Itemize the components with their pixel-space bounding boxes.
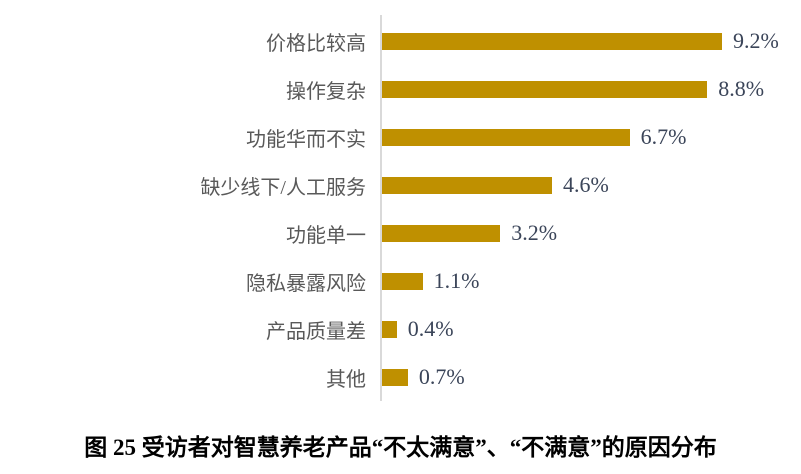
figure-caption: 图 25 受访者对智慧养老产品“不太满意”、“不满意”的原因分布 — [84, 435, 717, 460]
value-label: 8.8% — [718, 76, 765, 101]
bar-row: 价格比较高 9.2% — [0, 17, 801, 65]
bar — [382, 224, 501, 242]
value-label: 0.7% — [418, 364, 465, 389]
bar-row: 缺少线下/人工服务 4.6% — [0, 161, 801, 209]
bar-row: 功能单一 3.2% — [0, 209, 801, 257]
bar — [382, 176, 552, 194]
category-label: 功能单一 — [286, 224, 366, 247]
category-label: 功能华而不实 — [246, 128, 366, 151]
bar — [382, 80, 708, 98]
bar-zone: 0.4% — [382, 305, 801, 353]
value-label: 4.6% — [563, 172, 609, 197]
bar-zone: 4.6% — [382, 161, 801, 209]
category-label: 缺少线下/人工服务 — [200, 176, 366, 199]
bar — [382, 128, 630, 146]
category-label: 隐私暴露风险 — [246, 272, 366, 295]
category-label: 产品质量差 — [266, 320, 366, 343]
bar — [382, 368, 408, 386]
bar-zone: 3.2% — [382, 209, 801, 257]
chart-rows: 价格比较高 9.2% 操作复杂 8.8% 功能华而不实 6.7% 缺少线下/人工服务 4.6%… — [0, 17, 801, 401]
value-label: 0.4% — [407, 316, 454, 341]
bar-row: 其他 0.7% — [0, 353, 801, 401]
bar-row: 功能华而不实 6.7% — [0, 113, 801, 161]
bar — [382, 272, 423, 290]
category-label: 价格比较高 — [266, 32, 366, 55]
bar-zone: 9.2% — [382, 17, 801, 65]
bar-zone: 8.8% — [382, 65, 801, 113]
bar-chart: 价格比较高 9.2% 操作复杂 8.8% 功能华而不实 6.7% 缺少线下/人工服务 4.6%… — [0, 15, 801, 401]
bar — [382, 32, 722, 50]
category-label: 其他 — [326, 368, 366, 391]
bar-zone: 6.7% — [382, 113, 801, 161]
value-label: 9.2% — [733, 28, 779, 53]
bar — [382, 320, 397, 338]
value-label: 3.2% — [511, 220, 558, 245]
bar-row: 隐私暴露风险 1.1% — [0, 257, 801, 305]
value-label: 6.7% — [640, 124, 687, 149]
category-label: 操作复杂 — [286, 80, 366, 103]
bar-zone: 0.7% — [382, 353, 801, 401]
value-label: 1.1% — [433, 268, 480, 293]
bar-row: 产品质量差 0.4% — [0, 305, 801, 353]
bar-row: 操作复杂 8.8% — [0, 65, 801, 113]
y-axis-line — [380, 15, 382, 401]
bar-zone: 1.1% — [382, 257, 801, 305]
